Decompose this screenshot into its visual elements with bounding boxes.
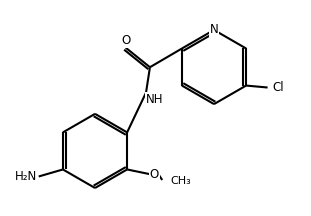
Text: N: N [210,23,218,36]
Text: Cl: Cl [273,81,284,94]
Text: O: O [150,168,159,181]
Text: O: O [121,34,130,47]
Text: CH₃: CH₃ [170,176,191,186]
Text: NH: NH [146,93,163,106]
Text: H₂N: H₂N [15,170,37,183]
